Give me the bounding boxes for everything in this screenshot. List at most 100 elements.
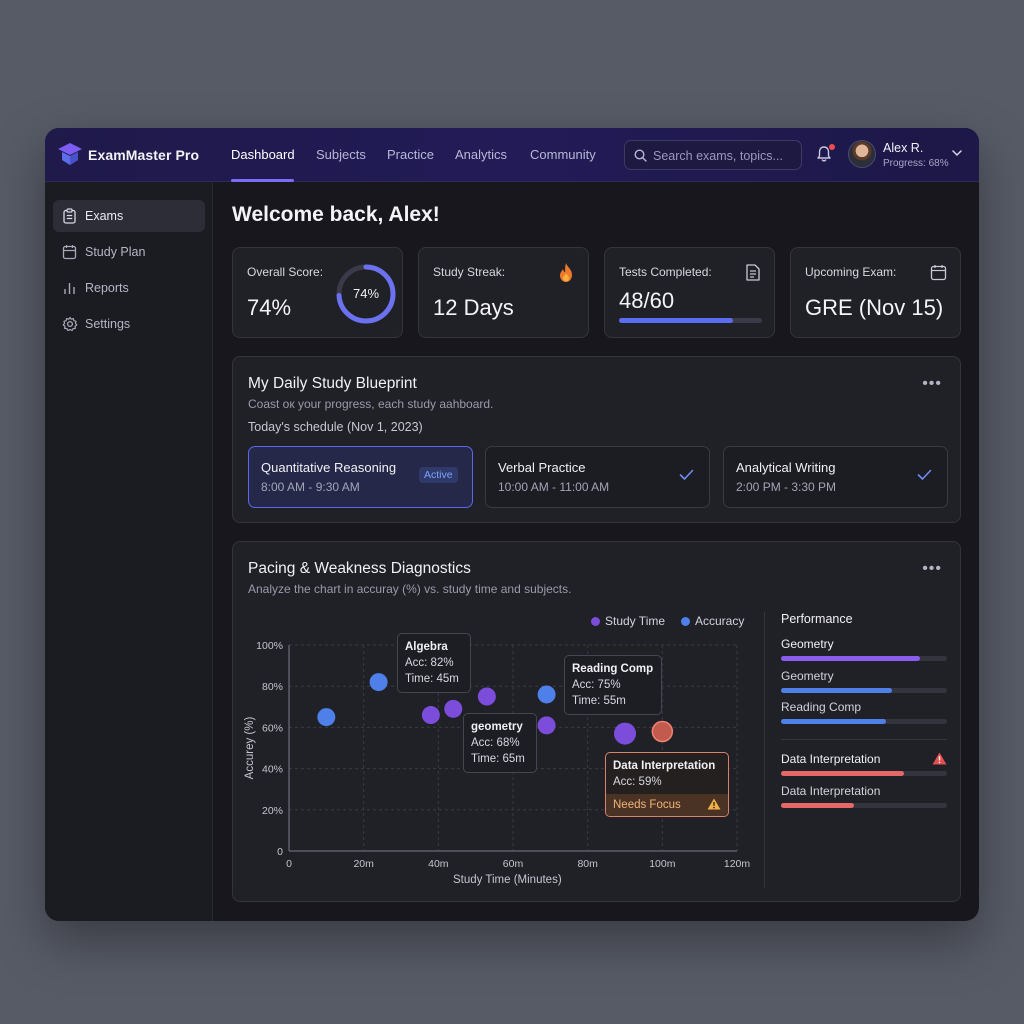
- performance-label: Geometry: [781, 637, 834, 651]
- sidebar-item-label: Exams: [85, 209, 124, 223]
- more-options-icon[interactable]: •••: [922, 375, 942, 392]
- session-quantitative-reasoning[interactable]: Quantitative Reasoning 8:00 AM - 9:30 AM…: [248, 446, 473, 508]
- needs-focus-label: Needs Focus: [613, 799, 681, 811]
- upcoming-exam-card: Upcoming Exam: GRE (Nov 15): [790, 247, 961, 338]
- nav-dashboard[interactable]: Dashboard: [231, 147, 295, 162]
- document-icon: [746, 264, 760, 281]
- chevron-down-icon[interactable]: [952, 150, 962, 157]
- sidebar-item-exams[interactable]: Exams: [53, 200, 205, 232]
- upcoming-exam-label: Upcoming Exam:: [805, 265, 897, 279]
- x-tick-label: 60m: [503, 858, 524, 870]
- x-axis-label: Study Time (Minutes): [453, 874, 562, 886]
- flame-icon: [560, 263, 572, 282]
- performance-track: [781, 688, 947, 693]
- checkmark-icon: [917, 469, 932, 480]
- nav-subjects[interactable]: Subjects: [316, 147, 366, 162]
- session-title: Verbal Practice: [498, 460, 586, 475]
- session-time: 2:00 PM - 3:30 PM: [736, 480, 837, 494]
- performance-fill: [781, 719, 886, 724]
- search-icon: [634, 149, 647, 162]
- user-name: Alex R.: [883, 141, 924, 155]
- study-streak-card: Study Streak: 12 Days: [418, 247, 589, 338]
- tests-completed-value: 48/60: [619, 288, 675, 313]
- sidebar-item-label: Study Plan: [85, 245, 146, 259]
- y-tick-label: 20%: [262, 805, 283, 817]
- more-options-icon[interactable]: •••: [922, 560, 942, 577]
- diagnostics-title: Pacing & Weakness Diagnostics: [248, 560, 471, 577]
- notification-dot: [829, 144, 835, 150]
- score-ring-label: 74%: [353, 286, 380, 301]
- legend-accuracy: Accuracy: [695, 614, 745, 628]
- gear-icon: [62, 316, 78, 332]
- search-box[interactable]: [624, 140, 802, 170]
- accuracy-point: [537, 685, 556, 704]
- warning-icon: [707, 798, 721, 810]
- performance-track: [781, 803, 947, 808]
- scatter-chart: 0 20% 40% 60% 80% 100% 0 20m 40m 60m 80m 100m 120m: [256, 640, 751, 870]
- y-tick-label: 100%: [256, 640, 283, 652]
- nav-practice[interactable]: Practice: [387, 147, 434, 162]
- blueprint-title: My Daily Study Blueprint: [248, 375, 417, 392]
- tests-progress-fill: [619, 318, 734, 323]
- sidebar-item-study-plan[interactable]: Study Plan: [53, 236, 205, 268]
- session-analytical-writing[interactable]: Analytical Writing 2:00 PM - 3:30 PM: [723, 446, 948, 508]
- sidebar: Exams Study Plan Reports Sett: [45, 182, 213, 921]
- overall-score-card: Overall Score: 74% 74%: [232, 247, 403, 338]
- tooltip-time: Time: 45m: [405, 673, 459, 685]
- session-time: 10:00 AM - 11:00 AM: [498, 480, 610, 494]
- diagnostics-panel: Pacing & Weakness Diagnostics Analyze th…: [232, 541, 961, 902]
- app-window: ExamMaster Pro Dashboard Subjects Practi…: [45, 128, 979, 921]
- user-progress: Progress: 68%: [883, 158, 949, 169]
- tooltip-accuracy: Acc: 82%: [405, 657, 454, 669]
- x-tick-label: 40m: [428, 858, 449, 870]
- y-tick-label: 40%: [262, 764, 283, 776]
- y-axis-label: Accurey (%): [244, 716, 256, 780]
- performance-fill: [781, 656, 921, 661]
- accuracy-point: [317, 708, 336, 727]
- calendar-icon: [62, 245, 77, 260]
- brand-name: ExamMaster Pro: [88, 147, 200, 163]
- performance-track: [781, 719, 947, 724]
- sidebar-item-reports[interactable]: Reports: [53, 272, 205, 304]
- study-time-point: [477, 687, 496, 706]
- needs-focus-point: [651, 720, 674, 743]
- study-streak-label: Study Streak:: [433, 265, 506, 279]
- x-tick-label: 0: [286, 858, 292, 870]
- tooltip-accuracy: Acc: 75%: [572, 679, 621, 691]
- accuracy-point: [369, 673, 388, 692]
- tooltip-geometry: geometry Acc: 68% Time: 65m: [463, 713, 537, 773]
- sidebar-item-settings[interactable]: Settings: [53, 308, 205, 340]
- performance-label: Geometry: [781, 669, 834, 683]
- tooltip-accuracy: Acc: 68%: [471, 737, 520, 749]
- study-time-point: [421, 706, 440, 725]
- diagnostics-subtitle: Analyze the chart in accuray (%) vs. stu…: [248, 582, 572, 596]
- tooltip-title: Algebra: [405, 641, 448, 653]
- status-badge: Active: [419, 467, 458, 483]
- warning-icon: [932, 752, 947, 765]
- tooltip-time: Time: 65m: [471, 753, 525, 765]
- y-tick-label: 0: [277, 846, 283, 858]
- clipboard-icon: [63, 208, 76, 224]
- blueprint-subtitle: Coast oк your progress, each study aahbo…: [248, 397, 494, 411]
- tests-completed-card: Tests Completed: 48/60: [604, 247, 775, 338]
- legend-dot-accuracy: [681, 617, 690, 626]
- checkmark-icon: [679, 469, 694, 480]
- performance-label: Data Interpretation: [781, 752, 881, 766]
- session-title: Analytical Writing: [736, 460, 836, 475]
- tooltip-reading-comp: Reading Comp Acc: 75% Time: 55m: [564, 655, 662, 715]
- avatar[interactable]: [848, 140, 876, 168]
- page-title: Welcome back, Alex!: [232, 203, 440, 226]
- search-input[interactable]: [653, 147, 798, 165]
- performance-fill: [781, 771, 904, 776]
- nav-community[interactable]: Community: [530, 147, 596, 162]
- bell-icon[interactable]: [816, 145, 832, 163]
- x-tick-label: 20m: [353, 858, 374, 870]
- session-verbal-practice[interactable]: Verbal Practice 10:00 AM - 11:00 AM: [485, 446, 710, 508]
- x-tick-label: 120m: [724, 858, 751, 870]
- nav-analytics[interactable]: Analytics: [455, 147, 508, 162]
- performance-label: Reading Comp: [781, 700, 862, 714]
- study-streak-value: 12 Days: [433, 295, 514, 320]
- upcoming-exam-value: GRE (Nov 15): [805, 295, 944, 320]
- tooltip-title: geometry: [471, 721, 523, 733]
- tooltip-title: Reading Comp: [572, 663, 654, 675]
